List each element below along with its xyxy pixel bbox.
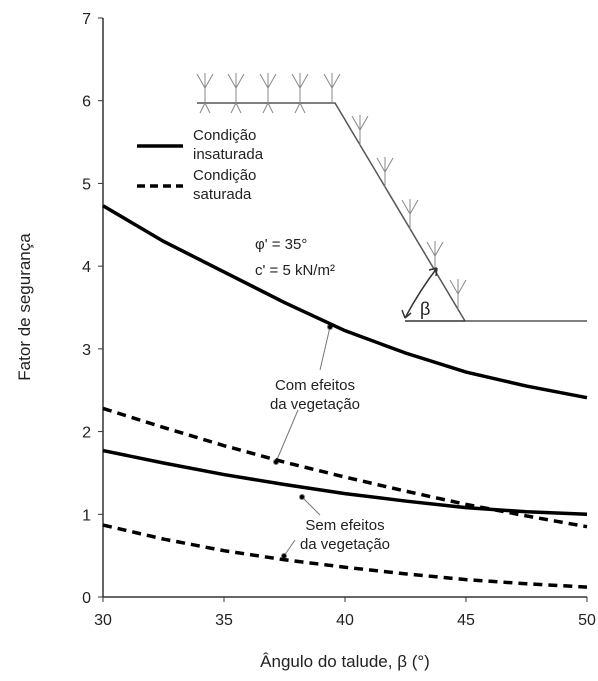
line-series (102, 523, 588, 589)
annotation: Com efeitos da vegetação (270, 377, 360, 413)
y-tick-label: 6 (82, 94, 91, 111)
x-axis-label: Ângulo do talude, β (°) (260, 652, 430, 671)
legend-label: Condição saturada (193, 167, 256, 203)
annotation: β (420, 299, 430, 319)
leader-lines (273, 324, 333, 559)
x-tick-label: 40 (336, 612, 354, 629)
line-series (102, 406, 588, 529)
annotation: Sem efeitos da vegetação (300, 517, 390, 553)
x-tick-label: 45 (457, 612, 475, 629)
y-tick-label: 7 (82, 11, 91, 28)
annotation: φ' = 35° (255, 236, 307, 253)
line-series (102, 204, 588, 400)
y-tick-label: 3 (82, 342, 91, 359)
x-tick-label: 50 (578, 612, 596, 629)
annotation: c' = 5 kN/m² (255, 262, 335, 279)
y-tick-label: 2 (82, 425, 91, 442)
y-tick-label: 0 (82, 590, 91, 607)
y-tick-label: 4 (82, 259, 91, 276)
y-axis-label: Fator de segurança (15, 233, 34, 381)
slope-drawing (196, 73, 587, 322)
x-tick-label: 35 (215, 612, 233, 629)
legend-label: Condição insaturada (193, 127, 264, 163)
line-series (102, 448, 588, 517)
x-tick-label: 30 (94, 612, 112, 629)
y-tick-label: 5 (82, 176, 91, 193)
y-tick-label: 1 (82, 507, 91, 524)
